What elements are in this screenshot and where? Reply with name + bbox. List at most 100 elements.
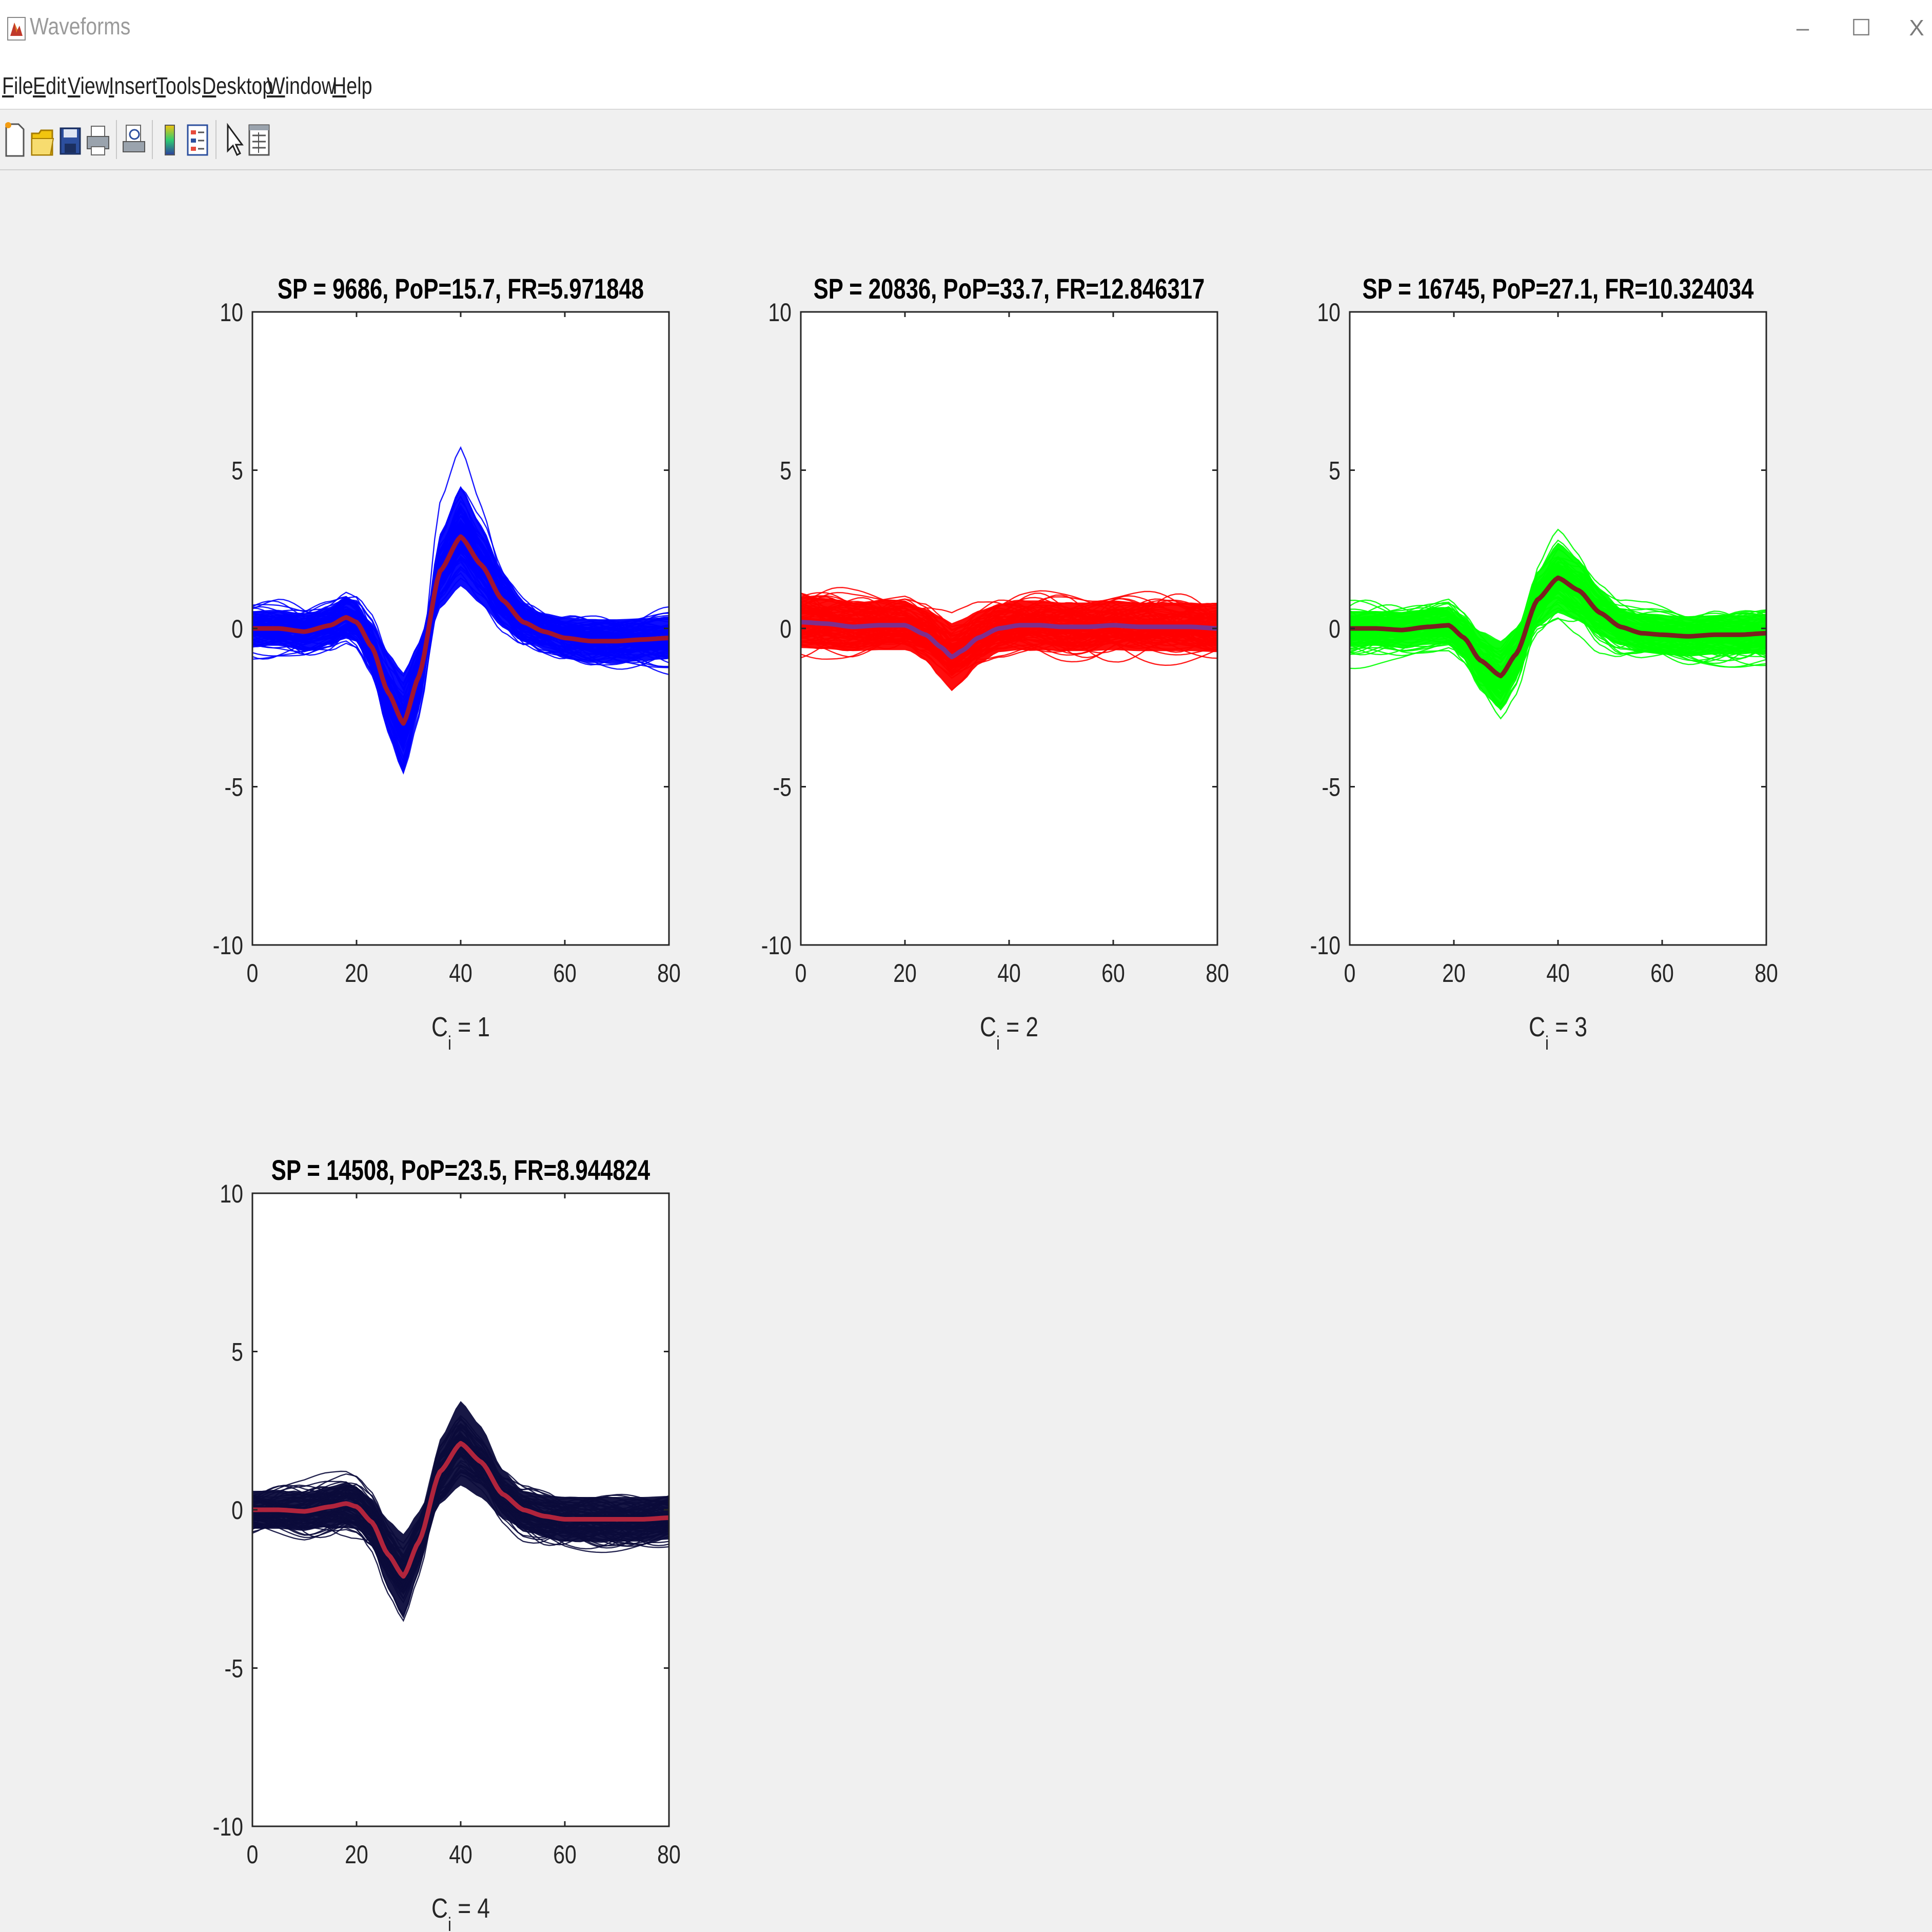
x-axis-label-main: C [980,1012,996,1042]
waveform-traces [1350,528,1766,720]
waveform-trace [252,558,669,735]
y-tick-label: -10 [1310,931,1340,960]
menu-window-label: indow [285,72,336,99]
subplot-title: SP = 14508, PoP=23.5, FR=8.944824 [271,1154,650,1186]
menu-help[interactable]: Help [332,72,372,100]
waveform-trace [252,446,669,774]
x-axis-label: Ci = 4 [431,1893,490,1932]
waveform-trace [801,620,1217,659]
x-axis-label-main: C [431,1012,448,1042]
waveform-trace [252,1471,669,1557]
menu-edit-mnemonic: E [33,72,46,99]
subplot-1[interactable]: 0 20 40 60 80 -10 -5 0 5 10 SP = 9686, PoP=15.7, F… [213,273,681,1054]
x-axis-label: Ci = 1 [431,1012,490,1054]
figure-toolbar [0,110,1932,170]
x-tick-label: 80 [1754,959,1778,988]
x-axis-label-subscript: i [448,1914,451,1932]
matlab-app-icon [7,17,26,41]
menu-edit[interactable]: Edit [33,72,66,100]
x-axis-label-suffix: = 3 [1549,1012,1587,1042]
window-title: Waveforms [30,13,131,40]
menu-desktop-label: esktop [216,72,273,99]
print-icon[interactable] [85,119,111,160]
x-tick-label: 80 [657,1840,681,1869]
x-tick-label: 0 [247,959,259,988]
mean-waveform [252,534,669,726]
colorbar-icon[interactable] [157,119,183,160]
waveform-trace [252,1454,669,1569]
window-titlebar: Waveforms – ☐ X [0,0,1932,56]
x-tick-label: 80 [1206,959,1229,988]
menu-tools[interactable]: Tools [156,72,201,100]
y-tick-label: 0 [231,615,243,643]
edit-plot-arrow-icon[interactable] [221,119,246,160]
waveform-trace [252,565,669,714]
menu-insert-mnemonic: I [109,72,114,99]
waveform-trace [801,597,1217,667]
y-tick-label: -5 [773,773,792,802]
x-tick-label: 20 [1442,959,1466,988]
waveform-trace [252,1465,669,1586]
minimize-button[interactable]: – [1796,15,1809,41]
close-button[interactable]: X [1909,15,1924,41]
waveform-trace [801,598,1217,654]
waveform-trace [1350,597,1766,649]
waveform-trace [801,629,1217,667]
y-tick-label: -10 [761,931,792,960]
menu-window-mnemonic: W [267,72,285,99]
menu-view-label: iew [80,72,110,99]
x-axis-label-main: C [431,1893,448,1924]
mean-waveform [801,620,1217,659]
menu-desktop-mnemonic: D [202,72,216,99]
x-axis-label-suffix: = 4 [451,1893,490,1924]
waveform-trace [801,601,1217,651]
waveform-trace [801,602,1217,666]
waveform-trace [252,1455,669,1559]
x-tick-label: 0 [795,959,807,988]
waveform-trace [801,604,1217,670]
maximize-button[interactable]: ☐ [1851,15,1871,41]
subplot-2[interactable]: 0 20 40 60 80 -10 -5 0 5 10 SP = 20836, PoP=33.7, … [761,273,1229,1054]
y-tick-label: 5 [780,457,792,485]
y-tick-label: -10 [213,1812,243,1841]
x-axis-label-subscript: i [1545,1033,1549,1054]
subplot-3[interactable]: 0 20 40 60 80 -10 -5 0 5 10 SP = 16745, PoP=27.1, … [1310,273,1778,1054]
property-inspector-icon[interactable] [246,119,272,160]
toolbar-separator [215,120,216,159]
x-axis-label-main: C [1529,1012,1545,1042]
menu-tools-mnemonic: T [156,72,166,99]
menu-view-mnemonic: V [68,72,81,99]
waveform-trace [1350,582,1766,674]
menu-file-label: ile [14,72,33,99]
menu-view[interactable]: View [68,72,109,100]
subplot-title: SP = 16745, PoP=27.1, FR=10.324034 [1363,273,1754,305]
subplot-4[interactable]: 0 20 40 60 80 -10 -5 0 5 10 SP = 14508, PoP=23.5, … [213,1154,681,1932]
waveform-trace [1350,566,1766,674]
waveform-trace [252,540,669,707]
menu-tools-label: ools [165,72,202,99]
waveform-trace [252,1446,669,1593]
mean-waveform [252,1441,669,1579]
menu-file[interactable]: File [2,72,33,100]
menu-window[interactable]: Window [267,72,336,100]
menu-insert[interactable]: Insert [109,72,157,100]
print-preview-icon[interactable] [121,119,147,160]
waveform-traces [252,446,669,775]
toolbar-separator [116,120,117,159]
waveform-trace [252,1448,669,1571]
y-tick-label: 10 [1317,298,1340,327]
y-tick-label: -5 [225,773,243,802]
legend-icon[interactable] [185,119,210,160]
x-tick-label: 60 [553,959,577,988]
waveform-trace [1350,571,1766,672]
x-axis-label-suffix: = 1 [451,1012,490,1042]
x-tick-label: 40 [997,959,1021,988]
new-figure-icon[interactable] [2,119,28,160]
y-tick-label: 0 [231,1496,243,1525]
waveform-trace [801,616,1217,673]
save-icon[interactable] [57,119,83,160]
x-tick-label: 80 [657,959,681,988]
x-tick-label: 60 [1650,959,1674,988]
open-file-icon[interactable] [30,119,55,160]
menu-desktop[interactable]: Desktop [202,72,273,100]
